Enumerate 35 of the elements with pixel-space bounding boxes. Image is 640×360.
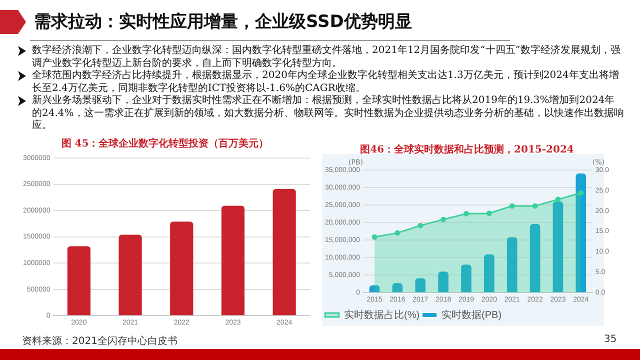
bar <box>530 224 540 292</box>
text: 资料来源：2021全闪存中心白皮书 <box>22 334 178 348</box>
point <box>440 216 446 222</box>
point <box>463 210 469 216</box>
legend-label: 实时数据(PB) <box>442 308 502 321</box>
bar <box>576 174 586 292</box>
chart-title: 图 45：全球企业数字化转型投资（百万美元） <box>61 138 269 150</box>
point <box>418 222 424 228</box>
bar <box>170 222 194 316</box>
bar <box>369 285 380 292</box>
point <box>394 230 400 236</box>
bar <box>272 188 296 316</box>
text: 数字经济浪潮下，企业数字化转型迈向纵深：国内数字化转型重磅文件落地，2021年12月国务院印发“十四五”数字经济发展规划，强调产业数字化转型迈上新台阶的要求，自上而下明确数字化转型方向。 <box>31 45 622 70</box>
text: 35 <box>604 334 617 345</box>
bar <box>506 237 518 292</box>
point <box>578 190 584 196</box>
point <box>509 203 515 209</box>
bar <box>415 278 426 292</box>
bar <box>221 206 245 316</box>
bar <box>552 202 564 292</box>
chart-title: 图46：全球实时数据和占比预测，2015-2024 <box>360 144 574 156</box>
text: 需求拉动：实时性应用增量，企业级SSD优势明显 <box>34 11 412 33</box>
legend-label: 实时数据占比(%) <box>344 308 420 321</box>
point <box>532 203 538 209</box>
bar <box>392 283 403 292</box>
text: 新兴业务场景驱动下，企业对于数据实时性需求正在不断增加：根据预测，全球实时性数据占比将从2019年的19.3%增加到2024年的24.4%，这一需求正在扩展到新的领域，如大数据分析、物联网等。实时性数据为企业提供动态业务分析的基础，以快速作出数据响应。 <box>31 95 624 132</box>
bar <box>67 246 90 316</box>
text: 全球范围内数字经济占比持续提升，根据数据显示，2020年内全球企业数字化转型相关支出达1.3万亿美元，预计到2024年支出将增长至2.4万亿美元，同期非数字化转型的ICT投资将以-1.6%的CAGR收缩。 <box>31 70 620 94</box>
bar <box>118 234 142 316</box>
point <box>372 234 378 240</box>
point <box>486 210 492 216</box>
bar <box>484 254 494 292</box>
bar <box>461 264 472 292</box>
point <box>555 196 561 202</box>
bar <box>438 272 448 292</box>
